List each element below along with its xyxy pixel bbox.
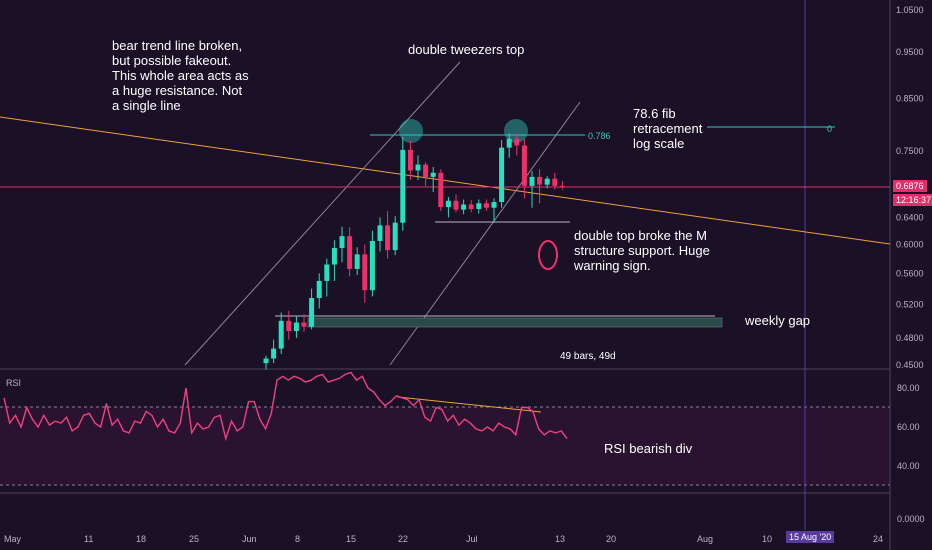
time-tick-label: Aug — [697, 534, 713, 544]
price-tick-label: 1.0500 — [896, 5, 924, 15]
tweezers-note: double tweezers top — [408, 42, 525, 57]
time-tick-label: 8 — [295, 534, 300, 544]
candle-series — [263, 133, 565, 370]
time-tick-label: 25 — [189, 534, 199, 544]
price-tick-label: 0.6000 — [896, 239, 924, 249]
double-top-note: double top broke the M structure support… — [574, 228, 710, 273]
candle-body — [339, 236, 345, 248]
candle-body — [286, 320, 292, 332]
time-tick-label: 11 — [84, 534, 93, 544]
candle-body — [468, 204, 474, 210]
price-tick-label: 0.8500 — [896, 94, 924, 104]
candle-body — [263, 358, 269, 364]
rsi-div-note: RSI bearish div — [604, 441, 693, 456]
time-tick-label: May — [4, 534, 22, 544]
rsi-panel-label: RSI — [6, 378, 21, 388]
candle-body — [271, 348, 277, 359]
rsi-divergence-line — [397, 396, 542, 413]
tweezer-top-marker — [399, 119, 423, 143]
drawing-lines — [0, 61, 891, 413]
candle-body — [354, 254, 360, 269]
candle-body — [324, 264, 330, 281]
bear-trend-line — [0, 116, 891, 245]
rsi-line — [3, 371, 568, 442]
candle-body — [491, 202, 497, 208]
candle-body — [506, 138, 512, 148]
last-price-tag: 0.6876 — [893, 180, 927, 192]
bear-trend-note: bear trend line broken, but possible fak… — [112, 38, 249, 113]
candle-body — [559, 185, 565, 188]
candle-body — [331, 247, 337, 265]
price-tick-label: 0.4500 — [896, 360, 924, 370]
candle-body — [309, 298, 315, 327]
candle-body — [293, 322, 299, 332]
candle-body — [362, 254, 368, 291]
rsi-axis: 80.00 60.00 40.00 0.0000 — [897, 383, 925, 524]
time-tick-label: 22 — [398, 534, 408, 544]
candle-body — [316, 280, 322, 299]
date-highlight-badge: 15 Aug '20 — [786, 531, 835, 543]
time-tick-label: 10 — [762, 534, 772, 544]
candle-body — [483, 203, 489, 208]
bars-range-label: 49 bars, 49d — [560, 351, 616, 362]
candle-body — [377, 225, 383, 241]
breakdown-circle-marker — [538, 240, 558, 270]
time-tick-label: Jun — [242, 534, 257, 544]
rsi-tick-label: 40.00 — [897, 461, 920, 471]
candle-body — [544, 178, 550, 185]
price-tick-label: 0.5200 — [896, 299, 924, 309]
candle-body — [301, 322, 307, 327]
candle-body — [445, 200, 451, 208]
price-tick-label: 0.5600 — [896, 268, 924, 278]
candle-body — [537, 176, 543, 185]
price-tick-label: 0.9500 — [896, 47, 924, 57]
candle-body — [369, 240, 375, 291]
rsi-series — [3, 371, 568, 442]
time-axis: May 11 18 25 Jun 8 15 22 Jul 13 20 Aug 10 24 — [4, 534, 883, 544]
candle-body — [423, 164, 429, 177]
candle-body — [407, 149, 413, 171]
channel-line-upper — [184, 61, 461, 366]
weekly-gap-box — [307, 317, 723, 328]
price-tick-label: 0.6400 — [896, 212, 924, 222]
price-tick-label: 0.7500 — [896, 146, 924, 156]
candle-body — [476, 203, 482, 210]
rsi-band-fill — [0, 407, 890, 485]
candle-body — [385, 225, 391, 251]
time-tick-label: Jul — [466, 534, 478, 544]
fib-zero-label: 0 — [827, 124, 833, 134]
price-axis: 1.0500 0.9500 0.8500 0.7500 0.6400 0.6000 0.56… — [896, 5, 924, 370]
price-tick-label: 0.4800 — [896, 333, 924, 343]
candle-body — [438, 172, 444, 208]
fib-level-label: 0.786 — [588, 131, 611, 141]
candle-body — [400, 149, 406, 223]
candle-body — [461, 204, 467, 210]
rsi-tick-label: 0.0000 — [897, 514, 925, 524]
rsi-tick-label: 60.00 — [897, 422, 920, 432]
candle-body — [347, 236, 353, 269]
candle-body — [514, 138, 520, 146]
candle-body — [415, 164, 421, 171]
rsi-tick-label: 80.00 — [897, 383, 920, 393]
candle-body — [521, 145, 527, 186]
tweezer-top-marker — [504, 119, 528, 143]
time-tick-label: 20 — [606, 534, 616, 544]
time-tick-label: 24 — [873, 534, 883, 544]
time-tick-label: 18 — [136, 534, 146, 544]
candle-body — [552, 178, 558, 186]
candle-body — [529, 176, 535, 186]
candle-body — [499, 147, 505, 203]
candle-body — [430, 172, 436, 177]
grid-lines — [0, 0, 891, 550]
weekly-gap-note: weekly gap — [745, 313, 811, 328]
candle-body — [453, 200, 459, 210]
candle-body — [278, 320, 284, 349]
countdown-tag: 12:16:37 — [893, 194, 932, 206]
candle-body — [392, 222, 398, 251]
fib-note: 78.6 fib retracement log scale — [633, 106, 703, 151]
time-tick-label: 13 — [555, 534, 565, 544]
time-tick-label: 15 — [346, 534, 356, 544]
